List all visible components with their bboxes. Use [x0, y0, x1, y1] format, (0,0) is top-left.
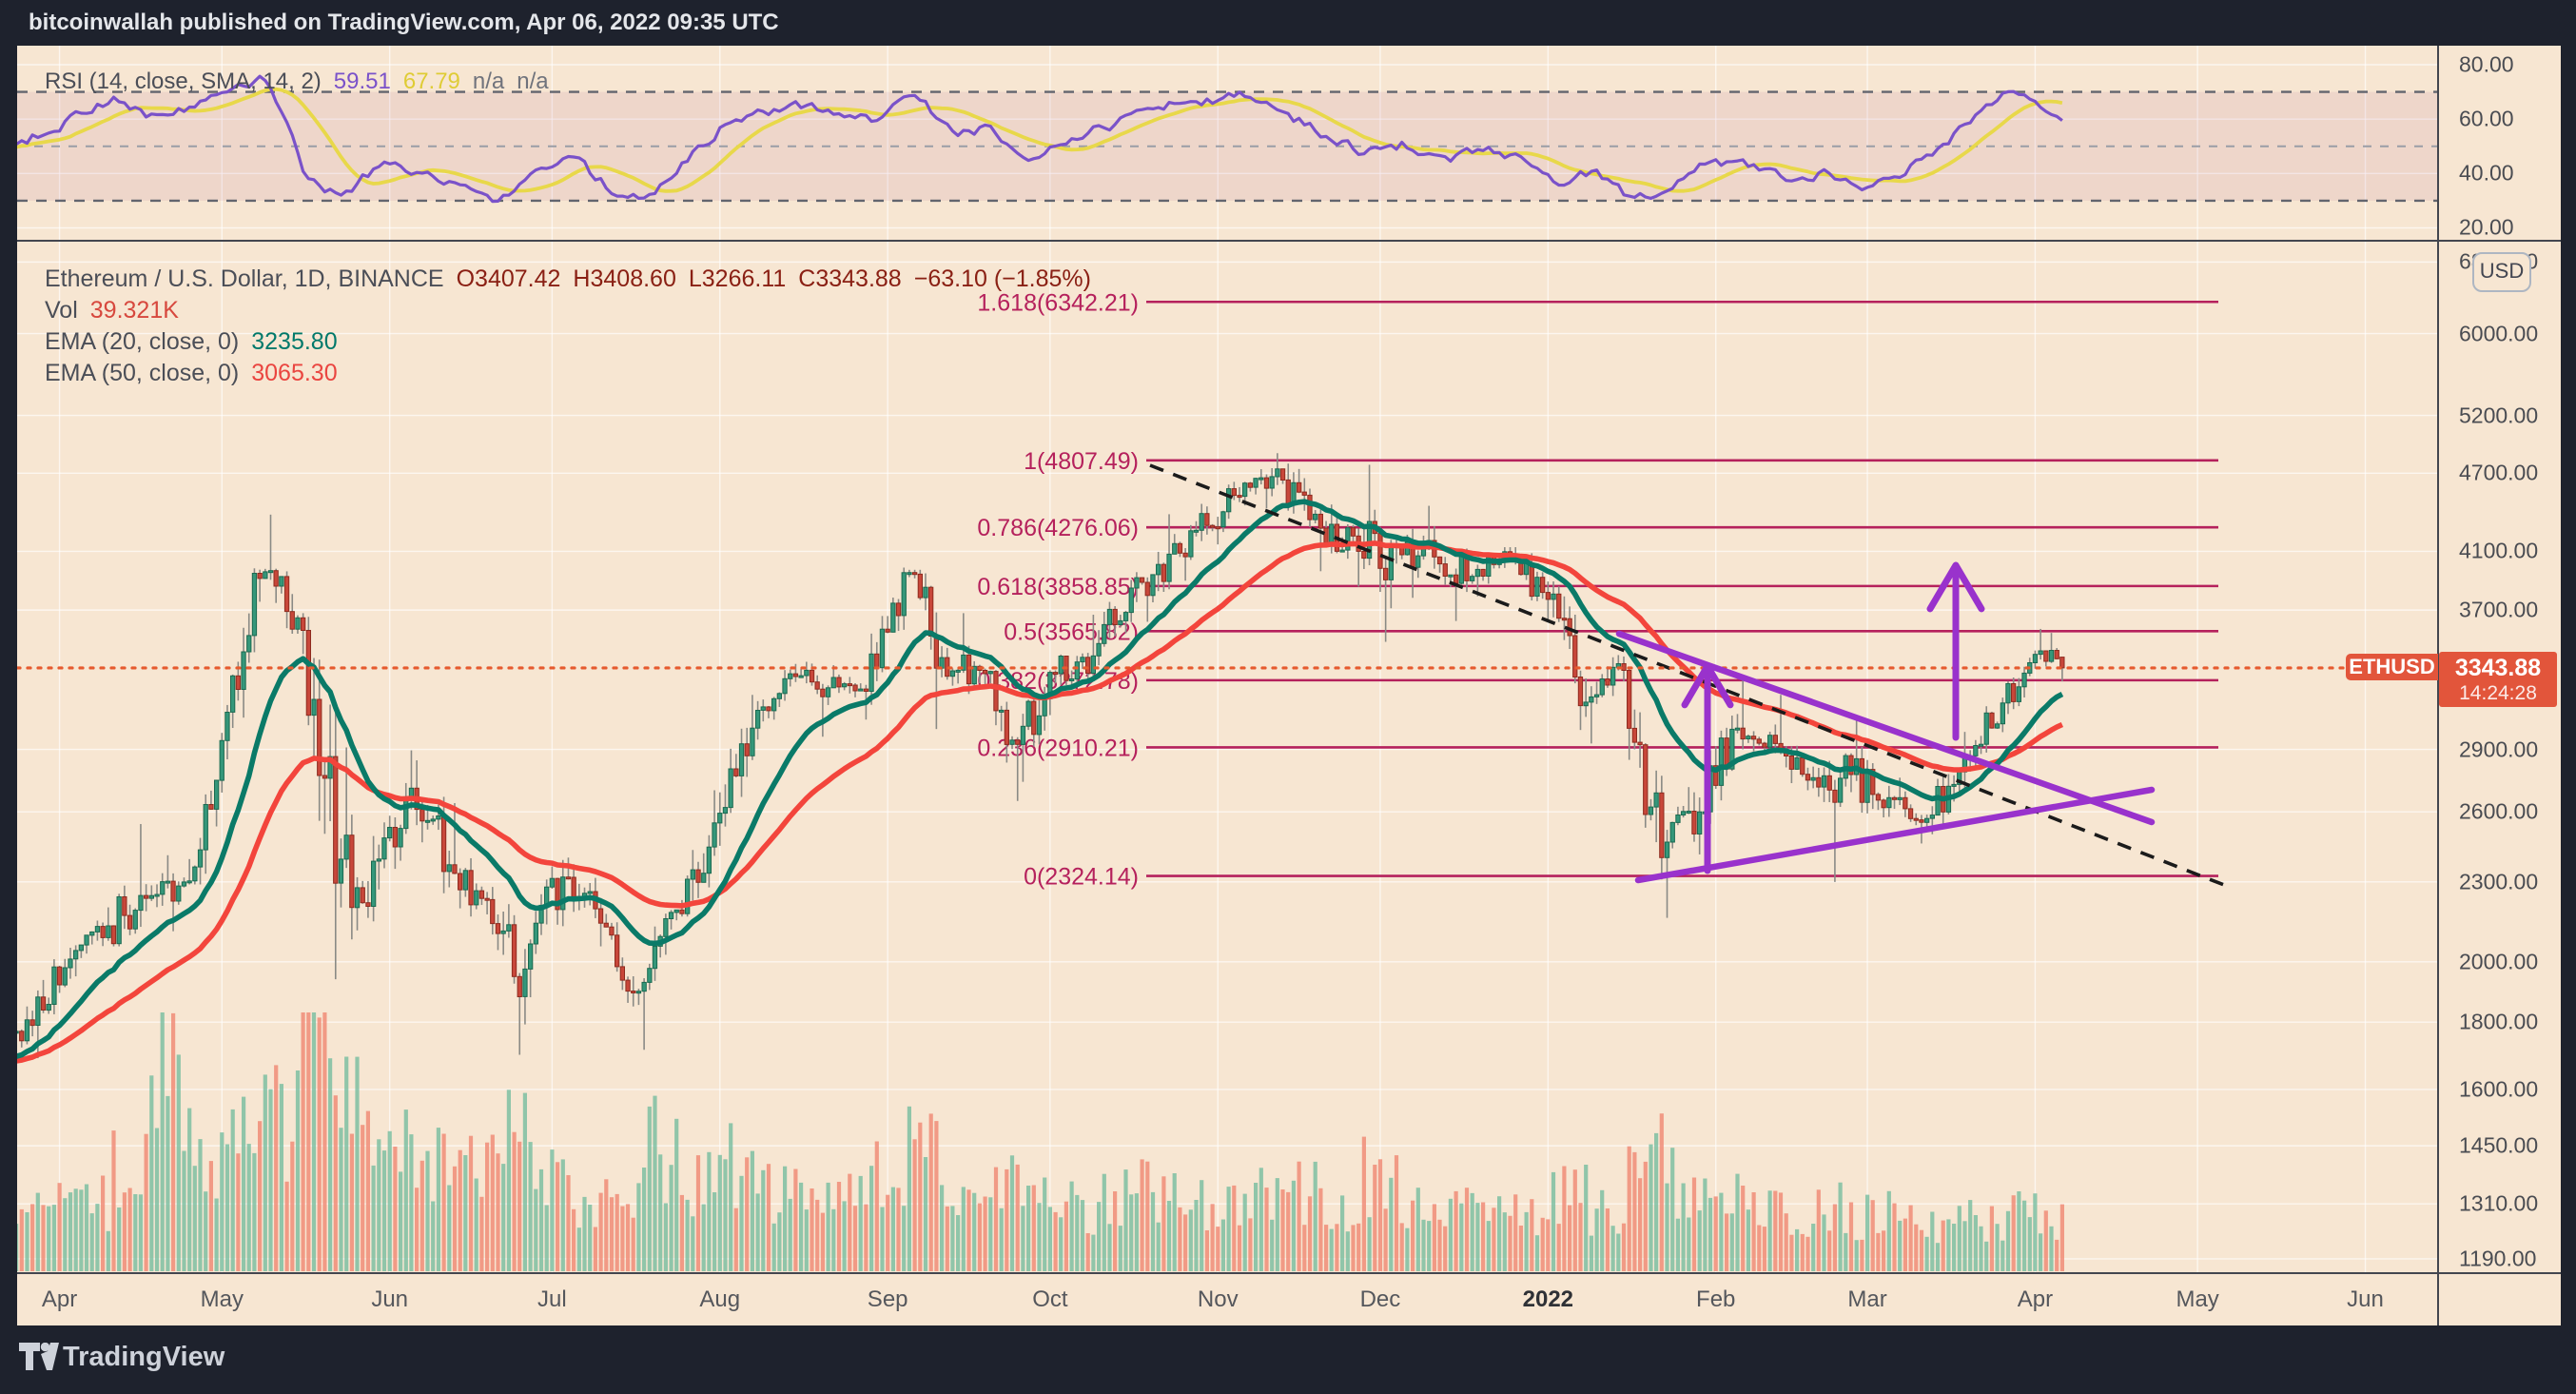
gridlines [17, 46, 2438, 1273]
rsi-band-value-2: n/a [517, 69, 549, 94]
time-tick-label: Jul [537, 1286, 567, 1312]
volume-label: Vol [45, 297, 78, 324]
price-tick-label: 2600.00 [2459, 798, 2539, 824]
fib-level-label: 0.786(4276.06) [977, 515, 1139, 541]
tradingview-logo-icon[interactable] [19, 1343, 59, 1371]
symbol-price-label: ETHUSD [2346, 654, 2438, 680]
ohlc-change: −63.10 (−1.85%) [913, 265, 1091, 292]
price-tick-label: 1450.00 [2459, 1132, 2539, 1158]
volume-histogram [17, 1012, 2064, 1271]
time-tick-label: Oct [1032, 1286, 1068, 1312]
dashed-trendline[interactable] [1149, 463, 2225, 887]
price-tick-label: 5200.00 [2459, 402, 2539, 428]
currency-unit-button[interactable]: USD [2472, 252, 2531, 292]
ema50-value: 3065.30 [251, 360, 338, 386]
price-tick-label: 1800.00 [2459, 1009, 2539, 1034]
rsi-pane[interactable] [0, 74, 2438, 204]
last-price-tag: 3343.88 14:24:28 [2439, 652, 2557, 707]
time-tick-label: Sep [867, 1286, 908, 1312]
ema20-label: EMA (20, close, 0) [45, 328, 240, 355]
time-tick-label: 2022 [1522, 1286, 1574, 1312]
ema20-line [17, 499, 2064, 1059]
rsi-tick-label: 60.00 [2459, 106, 2514, 131]
time-tick-label: Dec [1359, 1286, 1401, 1312]
time-tick-label: Nov [1197, 1286, 1239, 1312]
ohlc-close: C3343.88 [798, 265, 902, 292]
last-price-value: 3343.88 [2454, 655, 2542, 681]
header-text: bitcoinwallah published on TradingView.c… [29, 10, 779, 35]
ema50-line [17, 540, 2064, 1064]
price-tick-label: 2900.00 [2459, 736, 2539, 762]
fib-level-label: 0(2324.14) [1024, 864, 1139, 891]
ema20-legend[interactable]: EMA (20, close, 0) 3235.80 [45, 328, 338, 356]
price-tick-label: 3700.00 [2459, 597, 2539, 622]
price-tick-label: 4700.00 [2459, 460, 2539, 485]
footer-bar [0, 1325, 2576, 1389]
fib-level-label: 1.618(6342.21) [977, 289, 1139, 316]
rsi-legend-title: RSI (14, close, SMA, 14, 2) [45, 69, 322, 94]
symbol-legend[interactable]: Ethereum / U.S. Dollar, 1D, BINANCE O340… [45, 265, 1091, 293]
rsi-band-value-1: n/a [472, 69, 505, 94]
main-pane[interactable]: 1.618(6342.21) 1(4807.49) 0.786(4276.06) 0.… [0, 289, 2438, 1271]
candlesticks [17, 453, 2065, 1059]
ohlc-high: H3408.60 [573, 265, 676, 292]
price-tick-label: 1310.00 [2459, 1190, 2539, 1216]
header-bar: bitcoinwallah published on TradingView.c… [0, 0, 2576, 46]
time-tick-label: Aug [699, 1286, 741, 1312]
time-tick-label: Feb [1696, 1286, 1736, 1312]
ema20-value: 3235.80 [251, 328, 338, 355]
rsi-tick-label: 80.00 [2459, 51, 2514, 77]
rsi-legend[interactable]: RSI (14, close, SMA, 14, 2) 59.51 67.79 … [45, 69, 549, 95]
rsi-sma-value: 67.79 [402, 69, 460, 94]
bar-countdown: 14:24:28 [2459, 682, 2537, 704]
chart-background [17, 46, 2561, 1325]
price-tick-label: 6000.00 [2459, 321, 2539, 346]
time-tick-label: Jun [2347, 1286, 2384, 1312]
fib-level-label: 0.618(3858.85) [977, 574, 1139, 600]
fib-level-label: 0.236(2910.21) [977, 735, 1139, 761]
time-tick-label: May [200, 1286, 244, 1312]
price-tick-label: 2000.00 [2459, 949, 2539, 974]
time-tick-label: Apr [2017, 1286, 2054, 1312]
fib-level-label: 1(4807.49) [1024, 448, 1139, 475]
brand-text: TradingView [63, 1342, 225, 1372]
time-tick-label: May [2176, 1286, 2219, 1312]
price-tick-label: 1600.00 [2459, 1076, 2539, 1102]
volume-legend[interactable]: Vol 39.321K [45, 297, 179, 324]
rsi-tick-label: 40.00 [2459, 160, 2514, 186]
price-tick-label: 1190.00 [2459, 1246, 2537, 1271]
ohlc-low: L3266.11 [688, 265, 787, 292]
time-tick-label: Jun [371, 1286, 409, 1312]
symbol-title: Ethereum / U.S. Dollar, 1D, BINANCE [45, 265, 444, 292]
rsi-value: 59.51 [333, 69, 391, 94]
ohlc-open: O3407.42 [456, 265, 561, 292]
time-tick-label: Mar [1847, 1286, 1887, 1312]
price-tick-label: 4100.00 [2459, 538, 2539, 563]
rsi-tick-label: 20.00 [2459, 214, 2514, 240]
volume-value: 39.321K [89, 297, 179, 324]
ema50-label: EMA (50, close, 0) [45, 360, 240, 386]
triangle-pattern-drawing[interactable] [1615, 561, 2156, 884]
time-tick-label: Apr [41, 1286, 78, 1312]
ema50-legend[interactable]: EMA (50, close, 0) 3065.30 [45, 360, 338, 387]
price-tick-label: 2300.00 [2459, 869, 2539, 894]
